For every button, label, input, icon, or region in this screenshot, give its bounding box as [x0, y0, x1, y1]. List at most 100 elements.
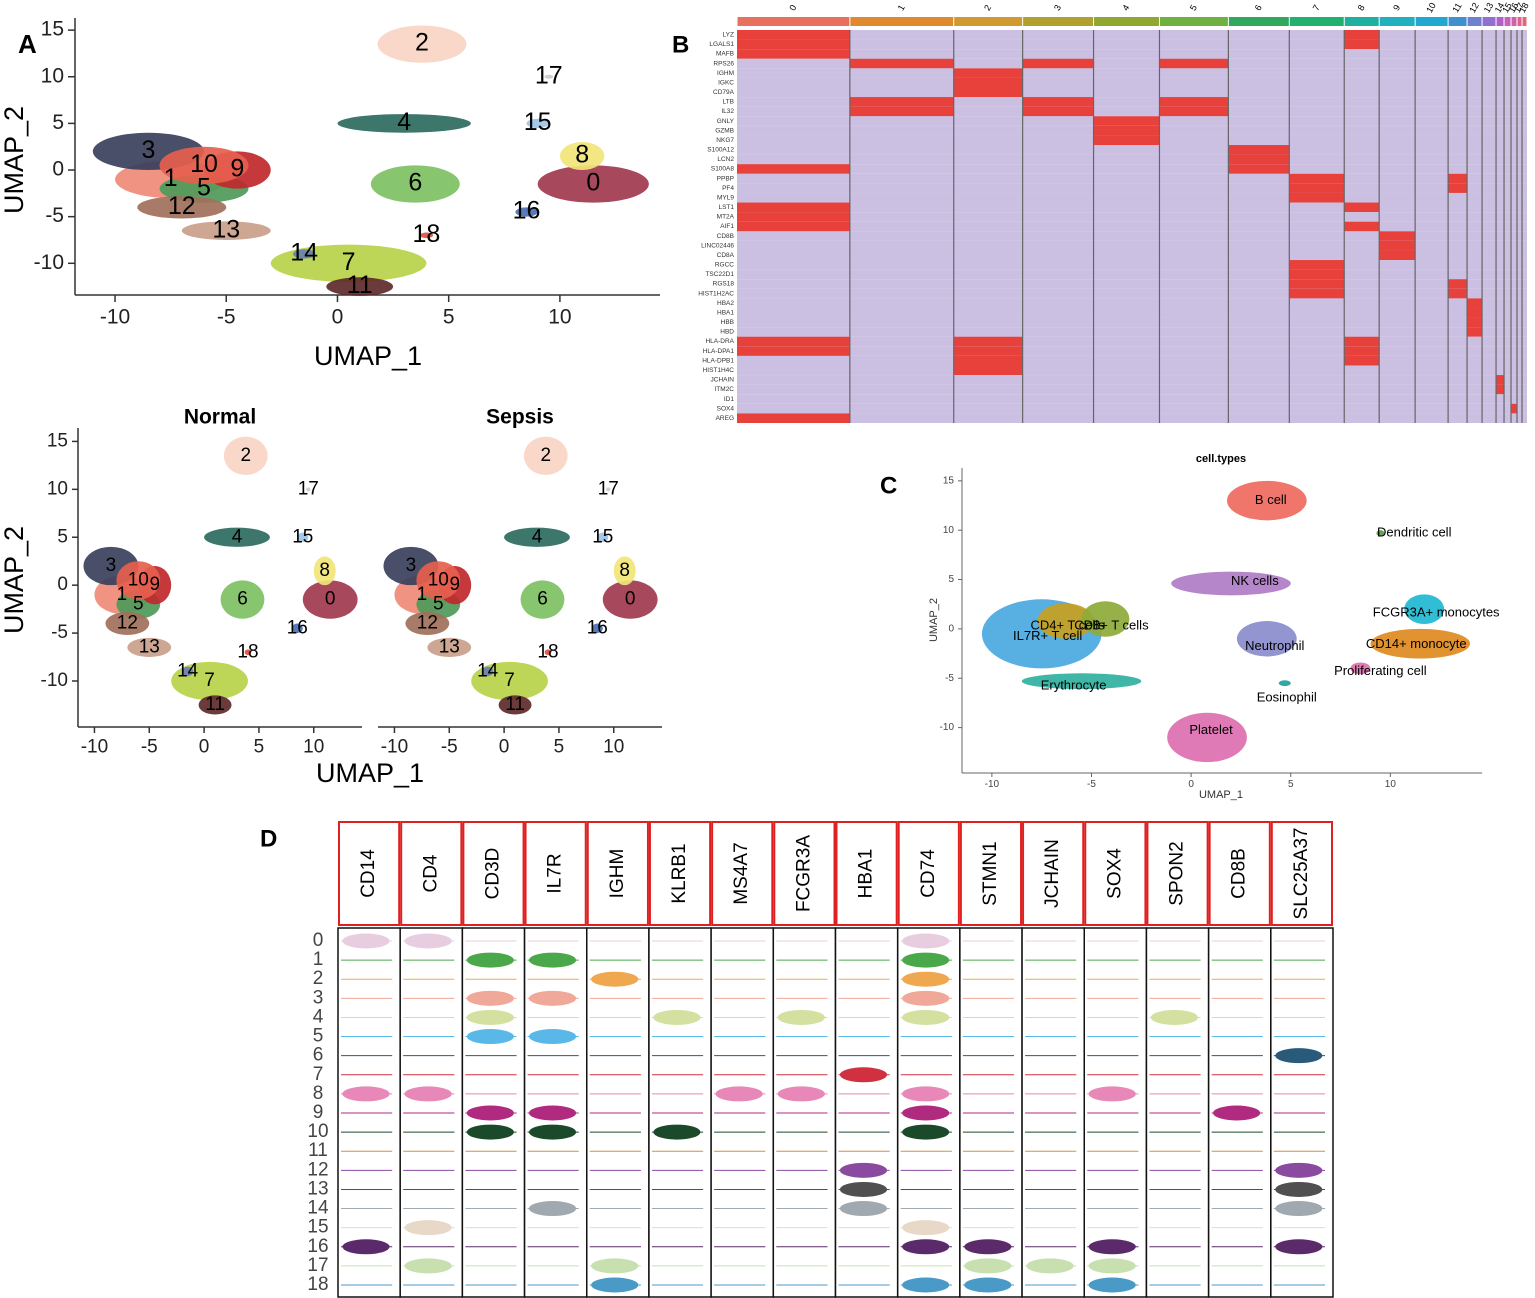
cluster-label: 17	[535, 61, 563, 89]
cluster-bar	[1517, 17, 1522, 26]
gene-label: IGHM	[717, 70, 734, 77]
cluster-label: 11	[205, 694, 225, 715]
cell-cluster	[544, 649, 552, 656]
gene-label: LTB	[723, 99, 734, 106]
cluster-label: 5	[433, 593, 444, 614]
gene-label: PF4	[722, 185, 734, 192]
y-tick-label: -10	[41, 670, 68, 691]
violin	[902, 952, 950, 968]
gene-label: AREG	[716, 415, 734, 422]
violin	[1275, 1048, 1323, 1064]
cluster-label: 2	[540, 445, 551, 466]
heatmap-row	[737, 68, 1527, 78]
violin	[777, 1009, 825, 1025]
cluster-bar	[1379, 17, 1415, 26]
cluster-label: 6	[408, 169, 422, 197]
cluster-label: 12	[168, 192, 196, 220]
gene-name: SLC25A37	[1291, 828, 1312, 920]
cluster-label: 8	[1356, 3, 1367, 12]
cell-cluster	[377, 25, 467, 63]
heatmap-cell	[1344, 30, 1380, 40]
gene-label: IL32	[721, 108, 734, 115]
violin	[839, 1201, 888, 1217]
heatmap-cell	[1496, 375, 1505, 385]
heatmap-cell	[1379, 240, 1416, 251]
heatmap-cell	[1228, 164, 1290, 174]
cluster-label: 17	[1512, 1, 1526, 15]
heatmap-cell	[737, 39, 850, 50]
violin	[902, 1009, 950, 1025]
heatmap-cell	[1448, 173, 1468, 184]
cluster-label: 8	[619, 560, 630, 581]
y-tick-label: 10	[41, 64, 64, 87]
y-tick-label: 5	[948, 574, 954, 585]
cell-cluster	[1226, 480, 1307, 521]
violin	[466, 990, 514, 1006]
cluster-label: 10	[428, 569, 449, 590]
gene-header	[1084, 821, 1147, 926]
cluster-label: 14	[1493, 1, 1507, 15]
cluster-label: 15	[524, 108, 552, 136]
violin	[964, 1239, 1012, 1255]
x-axis-title: UMAP_1	[314, 341, 422, 371]
heatmap-row	[737, 30, 1527, 40]
cluster-label: 12	[117, 613, 138, 634]
heatmap-cell	[1448, 183, 1468, 193]
cluster-label: IL7R+ T cell	[1013, 628, 1082, 643]
violin	[528, 1201, 577, 1217]
violin	[1150, 1009, 1199, 1025]
cluster-label: 15	[1500, 1, 1514, 15]
cluster-label: 18	[1517, 1, 1531, 15]
gene-label: RPS26	[713, 60, 734, 67]
gene-label: NKG7	[716, 137, 734, 144]
heatmap-row	[737, 288, 1527, 299]
cluster-bar	[1289, 17, 1344, 26]
heatmap-cell	[1344, 346, 1380, 356]
x-tick-label: 10	[548, 305, 571, 328]
heatmap-cell	[1289, 183, 1345, 193]
violin	[902, 1277, 950, 1293]
x-axis-title: UMAP_1	[1199, 789, 1243, 801]
heatmap-cell	[1467, 327, 1483, 337]
cluster-label: NK cells	[1231, 573, 1279, 588]
x-tick-label: -5	[1087, 779, 1096, 790]
gene-label: LYZ	[723, 32, 734, 39]
heatmap-row	[737, 307, 1527, 318]
heatmap-cell	[1448, 279, 1468, 289]
cluster-label: 10	[1424, 1, 1438, 15]
heatmap-cell	[1159, 97, 1229, 107]
heatmap-cell	[953, 336, 1023, 347]
cluster-label: 0	[625, 589, 636, 610]
cluster-label: Proliferating cell	[1334, 663, 1427, 678]
cluster-label: 11	[1450, 1, 1463, 14]
cell-cluster	[223, 436, 268, 475]
heatmap-row	[737, 403, 1527, 414]
violin	[1088, 1239, 1136, 1255]
x-tick-label: -10	[381, 736, 408, 757]
cell-cluster	[591, 623, 603, 634]
violin	[404, 933, 452, 949]
cluster-bar	[1496, 17, 1504, 26]
row-label: 3	[313, 987, 324, 1008]
y-tick-label: 15	[943, 475, 955, 486]
violin	[1212, 1105, 1261, 1121]
cluster-label: Platelet	[1189, 722, 1233, 737]
heatmap-cell	[1093, 125, 1160, 136]
heatmap-cell	[1022, 106, 1094, 117]
chart-title: cell.types	[1196, 453, 1246, 465]
gene-name: STMN1	[980, 841, 1001, 905]
cluster-label: B cell	[1255, 492, 1287, 507]
cell-cluster	[159, 146, 249, 185]
heatmap-row	[737, 279, 1527, 289]
gene-label: TSC22D1	[705, 271, 734, 278]
cluster-label: 12	[417, 613, 438, 634]
heatmap-cell	[1467, 317, 1483, 328]
cell-cluster	[137, 196, 227, 219]
violin	[715, 1086, 763, 1102]
gene-label: JCHAIN	[711, 377, 735, 384]
x-tick-label: -5	[141, 736, 158, 757]
cluster-label: 14	[290, 239, 318, 267]
cluster-label: 9	[449, 574, 460, 595]
heatmap-row	[737, 164, 1527, 174]
